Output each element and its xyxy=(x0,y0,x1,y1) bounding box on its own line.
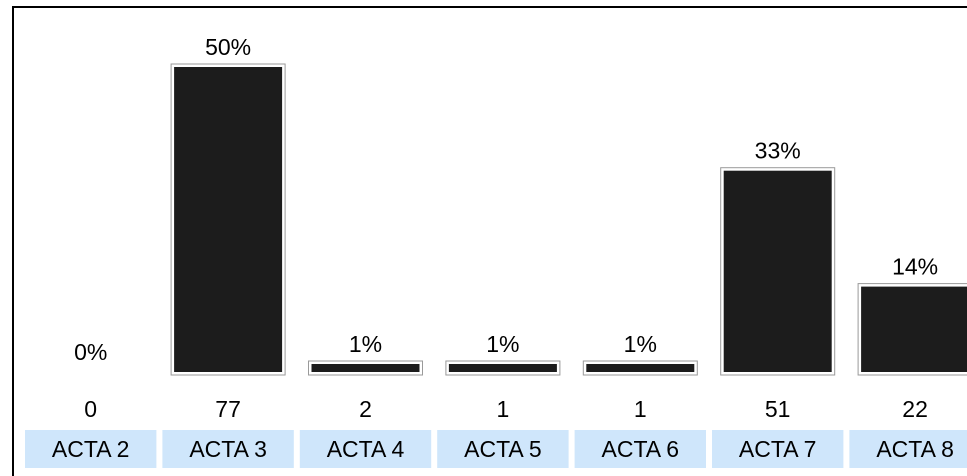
category-label-bg xyxy=(162,430,294,468)
bar xyxy=(586,364,695,372)
percent-label: 1% xyxy=(624,331,657,357)
category-label-bg xyxy=(574,430,706,468)
percent-label: 33% xyxy=(755,138,801,164)
bar xyxy=(174,67,283,372)
category-label-bg xyxy=(849,430,967,468)
chart-frame xyxy=(12,6,967,476)
category-label: ACTA 3 xyxy=(189,436,267,462)
percent-label: 1% xyxy=(486,331,519,357)
count-label: 22 xyxy=(902,396,928,422)
category-label: ACTA 5 xyxy=(464,436,542,462)
category-label-bg xyxy=(25,430,157,468)
category-label-bg xyxy=(437,430,569,468)
category-label: ACTA 7 xyxy=(739,436,817,462)
count-label: 2 xyxy=(359,396,372,422)
bar xyxy=(861,286,967,372)
category-label: ACTA 6 xyxy=(602,436,680,462)
category-label: ACTA 2 xyxy=(52,436,130,462)
percent-label: 1% xyxy=(349,331,382,357)
count-label: 51 xyxy=(765,396,791,422)
category-label-bg xyxy=(712,430,844,468)
count-label: 1 xyxy=(634,396,647,422)
category-label: ACTA 8 xyxy=(876,436,954,462)
bar xyxy=(448,364,557,372)
percent-label: 14% xyxy=(892,254,938,280)
category-label-bg xyxy=(299,430,432,468)
percent-label: 50% xyxy=(205,34,251,60)
percent-label: 0% xyxy=(74,339,107,365)
category-label: ACTA 4 xyxy=(327,436,405,462)
count-label: 1 xyxy=(497,396,510,422)
bar xyxy=(723,170,832,372)
count-label: 0 xyxy=(84,396,97,422)
bar xyxy=(311,364,420,372)
count-label: 77 xyxy=(215,396,241,422)
